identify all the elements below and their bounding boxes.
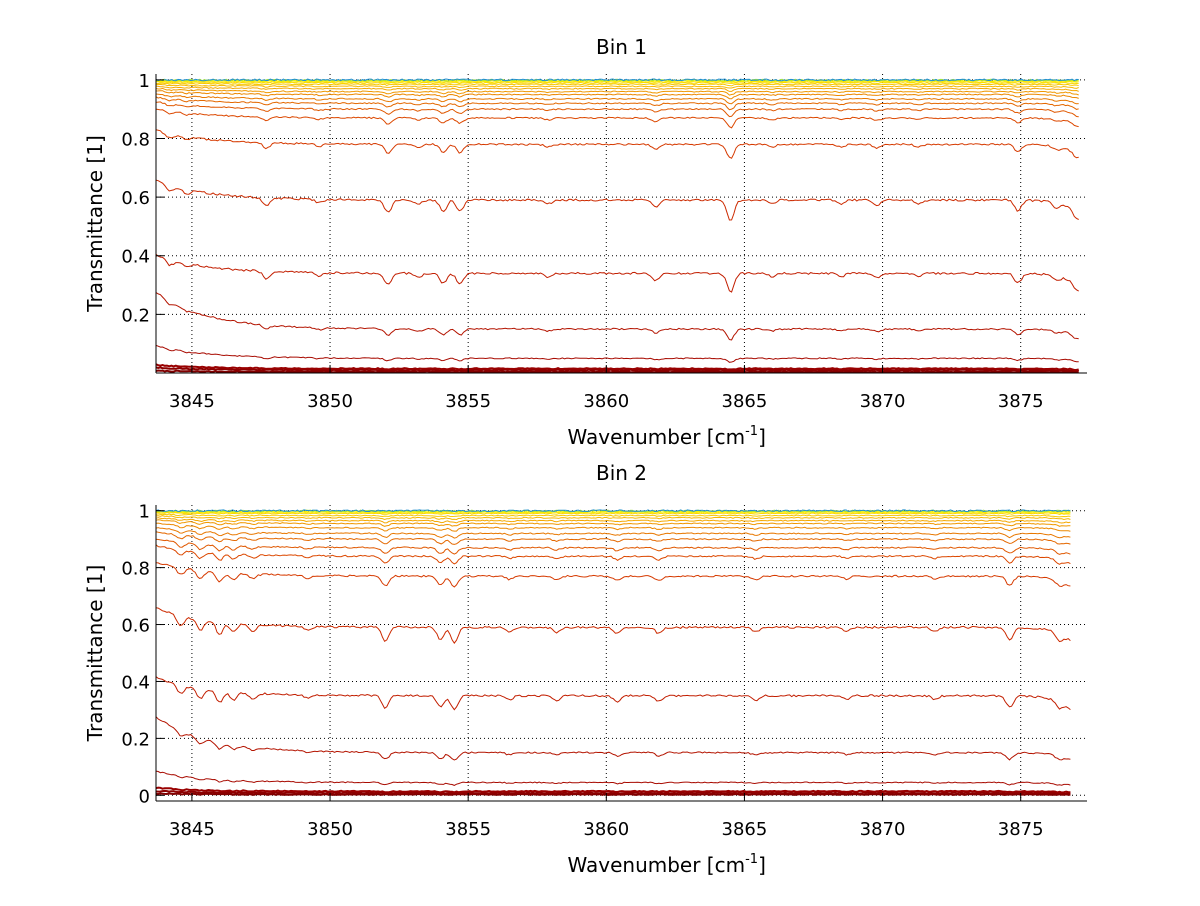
series-line-18 [155, 511, 1071, 516]
series-line-10 [155, 538, 1071, 555]
series-line-6 [155, 676, 1071, 711]
x-tick-label: 3860 [583, 391, 629, 412]
series-line-3 [155, 786, 1071, 794]
series-line-16 [155, 515, 1071, 521]
y-axis-label: Transmittance [1] [83, 565, 107, 743]
y-tick-label: 0.4 [121, 247, 150, 268]
chart-panel-2: 3845 3850 3855 3860 3865 3870 3875 0 0.2 0.4 0.6 0.… [83, 461, 1087, 877]
y-tick-label: 1 [139, 502, 150, 523]
y-tick-label: 0.8 [121, 559, 150, 580]
series-line-18 [155, 81, 1079, 85]
y-tick-label: 0.6 [121, 616, 150, 637]
series-line-13 [155, 522, 1071, 532]
series-line-17 [155, 82, 1079, 87]
series-line-14 [155, 87, 1079, 96]
series-line-12 [155, 527, 1071, 539]
x-tick-label: 3850 [307, 391, 353, 412]
x-tick-label: 3845 [169, 391, 215, 412]
x-axis-label: Wavenumber [cm-1] [568, 852, 766, 877]
series-line-4 [155, 770, 1071, 786]
x-axis-label: Wavenumber [cm-1] [568, 424, 766, 449]
x-axis-label-superscript: -1 [745, 424, 758, 439]
chart-title: Bin 1 [596, 35, 647, 59]
series-line-8 [155, 129, 1079, 159]
x-tick-label: 3870 [860, 391, 906, 412]
x-tick-label: 3875 [998, 819, 1044, 840]
x-tick-label: 3845 [169, 819, 215, 840]
series-line-17 [155, 513, 1071, 518]
series-line-8 [155, 562, 1071, 588]
series-line-2 [155, 789, 1071, 795]
series-line-11 [155, 531, 1071, 545]
x-axis-label-main: Wavenumber [cm [568, 853, 746, 877]
series-line-9 [155, 108, 1079, 129]
series-line-9 [155, 544, 1071, 565]
series-line-22 [155, 78, 1079, 82]
y-tick-label: 0.2 [121, 729, 150, 750]
x-axis-label-end: ] [758, 853, 766, 877]
series-group [155, 509, 1071, 796]
series-line-7 [155, 179, 1079, 221]
series-line-11 [155, 96, 1079, 111]
series-line-7 [155, 607, 1071, 644]
series-line-14 [155, 519, 1071, 527]
x-axis-label-end: ] [758, 425, 766, 449]
x-tick-label: 3865 [722, 391, 768, 412]
y-tick-label: 1 [139, 71, 150, 92]
series-line-1 [155, 369, 1079, 374]
series-line-6 [155, 253, 1079, 293]
grid [156, 505, 1087, 801]
x-tick-label: 3875 [998, 391, 1044, 412]
y-tick-label: 0.8 [121, 129, 150, 150]
x-tick-label: 3855 [445, 819, 491, 840]
x-tick-label: 3865 [722, 819, 768, 840]
x-tick-label: 3870 [860, 819, 906, 840]
y-tick-label: 0 [139, 786, 150, 807]
series-line-16 [155, 83, 1079, 89]
chart-title: Bin 2 [596, 461, 647, 485]
x-axis-label-main: Wavenumber [cm [568, 425, 746, 449]
series-line-3 [155, 363, 1079, 372]
y-tick-label: 0.4 [121, 672, 150, 693]
series-line-5 [155, 292, 1079, 341]
chart-panel-1: 3845 3850 3855 3860 3865 3870 3875 0.2 0.4 0.6 0.8… [83, 35, 1087, 449]
y-tick-label: 0.2 [121, 305, 150, 326]
series-line-21 [155, 78, 1079, 82]
series-line-4 [155, 344, 1079, 363]
series-line-5 [155, 716, 1071, 761]
series-line-12 [155, 93, 1079, 105]
y-tick-label: 0.6 [121, 188, 150, 209]
y-axis-label: Transmittance [1] [83, 135, 107, 313]
series-line-10 [155, 101, 1079, 118]
x-axis-label-superscript: -1 [745, 852, 758, 867]
series-line-15 [155, 517, 1071, 524]
series-line-22 [155, 509, 1071, 513]
x-tick-label: 3850 [307, 819, 353, 840]
series-group [155, 78, 1080, 374]
x-tick-label: 3855 [445, 391, 491, 412]
series-line-15 [155, 85, 1079, 92]
series-line-13 [155, 90, 1079, 100]
x-tick-label: 3860 [583, 819, 629, 840]
series-line-2 [155, 366, 1080, 373]
